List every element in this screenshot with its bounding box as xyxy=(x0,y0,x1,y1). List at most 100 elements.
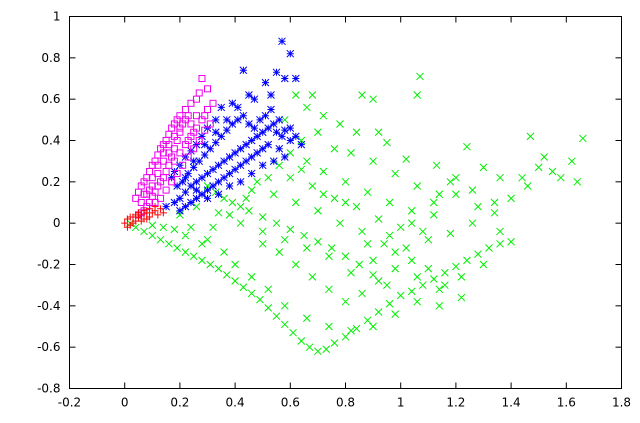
data-point xyxy=(203,169,212,178)
data-point xyxy=(280,126,289,135)
data-point xyxy=(534,163,543,172)
data-point xyxy=(418,281,427,290)
data-point xyxy=(176,194,184,203)
data-point xyxy=(319,167,328,176)
data-point xyxy=(231,149,239,157)
data-point xyxy=(178,177,187,186)
data-point xyxy=(280,235,289,244)
data-point xyxy=(300,231,308,240)
data-point xyxy=(225,169,234,178)
data-point xyxy=(573,177,582,186)
data-point xyxy=(143,215,151,223)
data-point xyxy=(140,227,148,236)
data-point xyxy=(156,235,165,244)
data-point xyxy=(256,295,264,304)
data-point xyxy=(468,186,477,194)
data-point xyxy=(496,239,504,248)
data-point xyxy=(452,262,460,271)
y-axis: -0.8 -0.6 -0.4 -0.2 0 0.2 0.4 0.6 0.8 1 xyxy=(37,10,622,396)
data-point xyxy=(441,281,449,290)
data-point xyxy=(198,239,206,248)
data-point xyxy=(170,198,179,207)
data-point xyxy=(159,223,168,232)
data-point xyxy=(245,206,253,215)
data-point xyxy=(325,285,333,294)
data-point xyxy=(291,74,300,83)
data-point xyxy=(385,299,394,308)
data-point xyxy=(126,213,134,221)
data-point xyxy=(341,297,350,306)
data-point xyxy=(297,165,306,174)
data-point xyxy=(435,301,444,310)
data-point xyxy=(231,260,239,269)
data-point xyxy=(170,225,179,234)
data-point xyxy=(176,128,184,136)
data-point xyxy=(308,182,317,190)
data-point xyxy=(253,149,262,157)
data-point xyxy=(250,124,259,132)
data-point xyxy=(162,186,170,194)
data-point xyxy=(236,161,245,170)
data-point xyxy=(341,198,350,207)
data-point xyxy=(242,194,250,203)
data-point xyxy=(507,194,515,203)
data-point xyxy=(190,128,198,136)
y-tick-label: -0.2 xyxy=(37,258,60,272)
data-point xyxy=(556,173,565,182)
data-point xyxy=(264,173,273,182)
data-point xyxy=(225,153,234,161)
data-point xyxy=(336,120,344,128)
data-point xyxy=(479,260,488,269)
data-point xyxy=(170,157,178,165)
data-point xyxy=(242,140,250,149)
data-point xyxy=(369,157,377,166)
data-point xyxy=(192,95,200,103)
data-point xyxy=(272,68,281,77)
data-point xyxy=(358,289,366,298)
data-point xyxy=(203,235,212,244)
data-point xyxy=(291,198,300,207)
data-point xyxy=(214,177,223,186)
series-square xyxy=(132,75,217,219)
data-point xyxy=(123,223,131,231)
x-tick-label: 1 xyxy=(397,396,405,410)
data-point xyxy=(579,134,587,143)
data-point xyxy=(236,202,245,211)
data-point xyxy=(225,182,234,190)
data-point xyxy=(325,252,333,261)
data-point xyxy=(256,115,264,124)
data-point xyxy=(418,227,427,236)
data-point xyxy=(325,322,333,331)
data-point xyxy=(374,308,383,316)
data-point xyxy=(247,289,256,298)
x-tick-label: 0.8 xyxy=(336,396,355,410)
data-point xyxy=(181,173,190,182)
data-point xyxy=(446,229,455,238)
data-point xyxy=(214,161,223,170)
data-point xyxy=(413,182,422,190)
data-point xyxy=(507,237,515,246)
data-point xyxy=(217,132,226,141)
x-tick-label: -0.2 xyxy=(58,396,81,410)
data-point xyxy=(336,219,344,228)
data-point xyxy=(347,326,355,335)
data-point xyxy=(236,144,245,153)
data-point xyxy=(206,120,214,128)
data-point xyxy=(173,244,181,252)
data-point xyxy=(253,132,262,141)
data-point xyxy=(165,239,173,248)
data-point xyxy=(170,145,178,153)
data-point xyxy=(206,260,215,269)
x-tick-label: 0 xyxy=(121,396,129,410)
data-point xyxy=(352,324,361,333)
data-point xyxy=(181,231,190,240)
data-point xyxy=(322,345,331,354)
data-point xyxy=(518,173,526,182)
data-point xyxy=(179,161,187,169)
data-point xyxy=(187,223,195,232)
data-point xyxy=(358,227,366,236)
data-point xyxy=(308,273,317,281)
data-point xyxy=(190,145,198,153)
data-point xyxy=(463,142,471,151)
